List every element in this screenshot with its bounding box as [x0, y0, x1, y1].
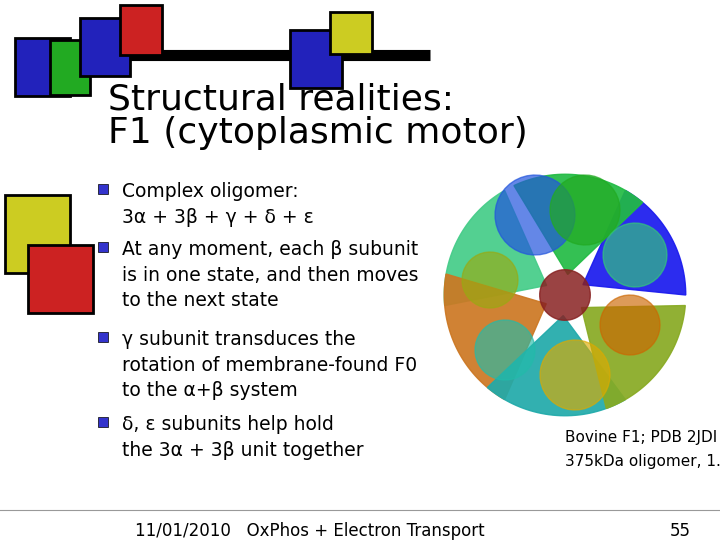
Text: 11/01/2010   OxPhos + Electron Transport: 11/01/2010 OxPhos + Electron Transport	[135, 522, 485, 540]
Polygon shape	[444, 274, 546, 400]
Polygon shape	[475, 320, 535, 380]
Bar	[120, 5, 162, 55]
Bar	[15, 38, 70, 96]
Text: Complex oligomer:
3α + 3β + γ + δ + ε: Complex oligomer: 3α + 3β + γ + δ + ε	[122, 182, 314, 227]
Polygon shape	[444, 191, 546, 306]
Polygon shape	[487, 315, 626, 416]
Bar	[330, 12, 372, 54]
Polygon shape	[514, 174, 643, 274]
Text: Bovine F1; PDB 2JDI
375kDa oligomer, 1.9Å: Bovine F1; PDB 2JDI 375kDa oligomer, 1.9…	[565, 430, 720, 469]
Bar	[98, 332, 108, 342]
Polygon shape	[603, 223, 667, 287]
Polygon shape	[540, 340, 610, 410]
Polygon shape	[582, 306, 685, 408]
Text: γ subunit transduces the
rotation of membrane-found F0
to the α+β system: γ subunit transduces the rotation of mem…	[122, 330, 417, 401]
Bar	[290, 30, 342, 88]
Text: F1 (cytoplasmic motor): F1 (cytoplasmic motor)	[108, 116, 528, 150]
Polygon shape	[540, 269, 590, 320]
Polygon shape	[583, 191, 685, 295]
Bar	[98, 417, 108, 427]
Text: Structural realities:: Structural realities:	[108, 82, 454, 116]
Bar	[5, 195, 70, 273]
Text: At any moment, each β subunit
is in one state, and then moves
to the next state: At any moment, each β subunit is in one …	[122, 240, 418, 310]
Bar	[28, 245, 93, 313]
Polygon shape	[462, 252, 518, 308]
Bar	[98, 184, 108, 194]
Bar	[80, 18, 130, 76]
Polygon shape	[495, 175, 575, 255]
Bar	[98, 242, 108, 252]
Polygon shape	[550, 175, 620, 245]
Text: δ, ε subunits help hold
the 3α + 3β unit together: δ, ε subunits help hold the 3α + 3β unit…	[122, 415, 364, 460]
Text: 55: 55	[670, 522, 690, 540]
Polygon shape	[600, 295, 660, 355]
Bar	[50, 40, 90, 95]
